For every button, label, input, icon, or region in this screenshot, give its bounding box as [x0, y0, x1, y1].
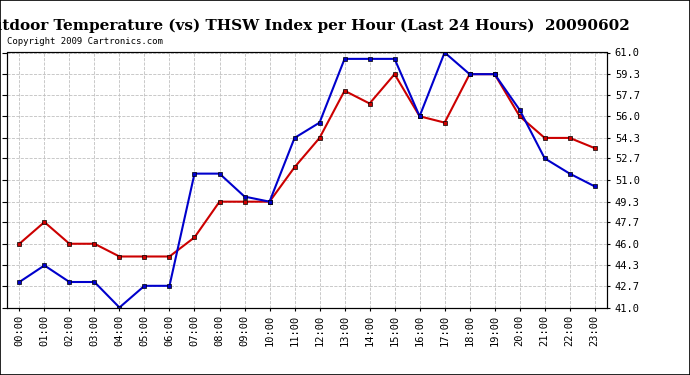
Text: Copyright 2009 Cartronics.com: Copyright 2009 Cartronics.com — [7, 38, 163, 46]
Text: Outdoor Temperature (vs) THSW Index per Hour (Last 24 Hours)  20090602: Outdoor Temperature (vs) THSW Index per … — [0, 19, 629, 33]
